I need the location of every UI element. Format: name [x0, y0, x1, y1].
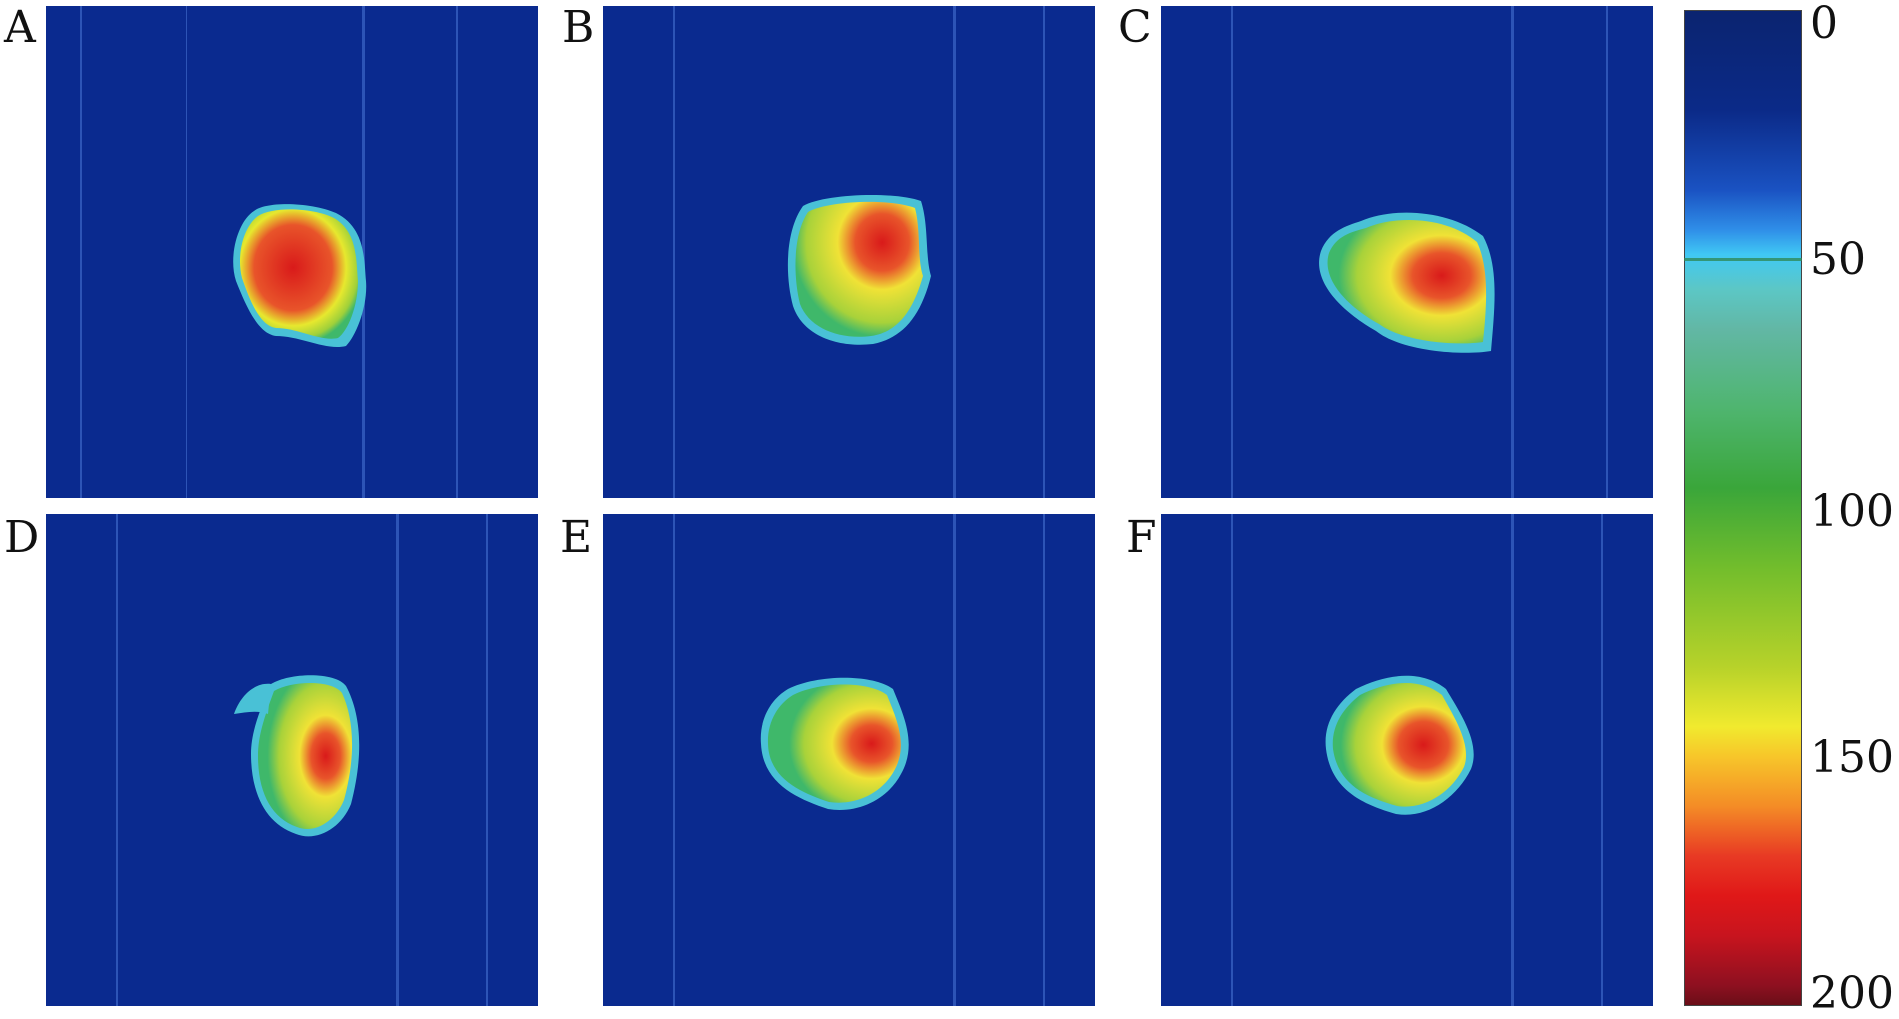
- colorbar-tick-200: 200: [1810, 968, 1894, 1019]
- colorbar-tick-50: 50: [1810, 234, 1866, 285]
- colorbar-marker-line: [1684, 258, 1802, 261]
- panel-label-a: A: [4, 2, 36, 53]
- colorbar-tick-100: 100: [1810, 486, 1894, 537]
- panel-label-f: F: [1126, 512, 1157, 563]
- heatmap-panel-b: [603, 6, 1095, 498]
- colorbar-tick-150: 150: [1810, 732, 1894, 783]
- heatmap-panel-e: [603, 514, 1095, 1006]
- heatmap-panel-d: [46, 514, 538, 1006]
- colorbar-tick-0: 0: [1810, 0, 1838, 49]
- panel-label-b: B: [562, 2, 595, 53]
- panel-label-d: D: [4, 512, 40, 563]
- panel-label-c: C: [1118, 2, 1152, 53]
- heatmap-panel-f: [1161, 514, 1653, 1006]
- heatmap-panel-c: [1161, 6, 1653, 498]
- panel-label-e: E: [560, 512, 593, 563]
- colorbar: [1684, 10, 1802, 1006]
- heatmap-panel-a: [46, 6, 538, 498]
